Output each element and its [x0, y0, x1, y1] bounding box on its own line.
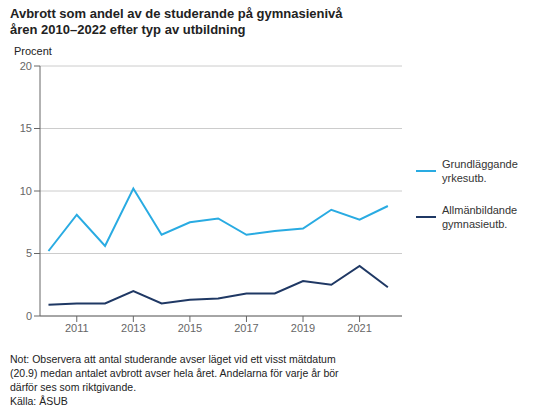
html-text:yrkesutb.: yrkesutb. [442, 172, 487, 184]
html-text:Avbrott som andel av de studer: Avbrott som andel av de studerande på gy… [10, 6, 343, 21]
html-text:Grundläggande: Grundläggande [442, 158, 518, 170]
html-text:Källa: ÅSUB: Källa: ÅSUB [10, 395, 68, 407]
svg-text:10: 10 [20, 185, 32, 197]
html-text:gymnasieutb.: gymnasieutb. [442, 218, 508, 230]
svg-text:15: 15 [20, 122, 32, 134]
html-text:åren 2010–2022 efter typ av ut: åren 2010–2022 efter typ av utbildning [10, 22, 246, 37]
svg-text:2021: 2021 [347, 322, 371, 334]
svg-text:0: 0 [26, 310, 32, 322]
html-text:Procent: Procent [14, 45, 52, 57]
svg-text:20: 20 [20, 60, 32, 72]
svg-text:2011: 2011 [65, 322, 89, 334]
html-text:(20.9) medan antalet avbrott a: (20.9) medan antalet avbrott avser hela … [10, 367, 339, 379]
svg-text:2017: 2017 [234, 322, 258, 334]
html-text:Not: Observera att antal stude: Not: Observera att antal studerande avse… [10, 353, 336, 365]
html-text:Allmänbildande: Allmänbildande [442, 204, 518, 216]
html-text:därför ses som riktgivande.: därför ses som riktgivande. [10, 381, 137, 393]
svg-text:2013: 2013 [121, 322, 145, 334]
svg-text:2015: 2015 [178, 322, 202, 334]
svg-text:2019: 2019 [291, 322, 315, 334]
svg-text:5: 5 [26, 247, 32, 259]
